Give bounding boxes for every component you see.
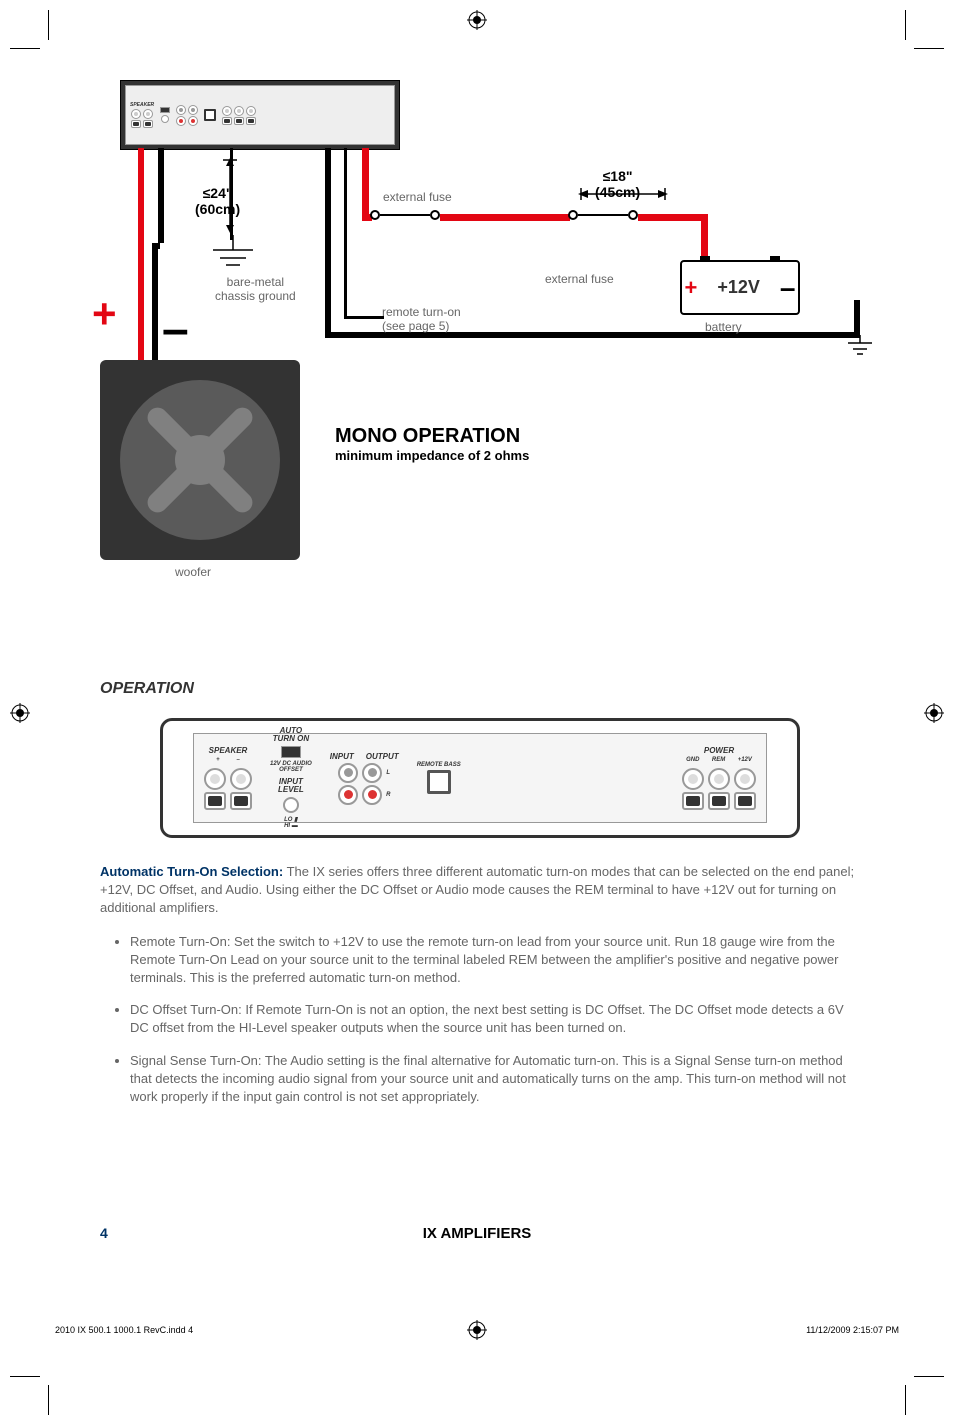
fuse-label-2: external fuse [545, 272, 614, 286]
lg-offsets-label: 12V DC AUDIO OFFSET [270, 761, 312, 773]
print-footer-left: 2010 IX 500.1 1000.1 RevC.indd 4 [55, 1325, 193, 1335]
mono-title: MONO OPERATION [335, 425, 520, 448]
crop-mark [10, 48, 40, 49]
body-text: Automatic Turn-On Selection: The IX seri… [100, 863, 860, 1106]
battery-plus-icon: + [685, 275, 698, 301]
crop-mark [905, 1385, 906, 1415]
battery-label: battery [705, 320, 742, 334]
amplifier-panel-large: SPEAKER + – AUTO TURN ON 12V DC AUDIO OF… [160, 718, 800, 838]
print-footer-right: 11/12/2009 2:15:07 PM [806, 1325, 899, 1335]
dim-18-label: ≤18"(45cm) [595, 168, 640, 200]
fuse-label-1: external fuse [383, 190, 452, 204]
battery-12v-label: +12V [717, 277, 760, 298]
lg-speaker-label: SPEAKER [209, 746, 248, 755]
battery-box: + +12V – [680, 260, 800, 315]
lg-auto-label: AUTO TURN ON [273, 727, 309, 743]
ground-symbol-icon [845, 335, 875, 360]
dim-24-label: ≤24"(60cm) [195, 185, 240, 217]
registration-mark-icon [467, 1320, 487, 1340]
lg-power-label: POWER [704, 746, 734, 755]
crop-mark [914, 1376, 944, 1377]
ground-label: bare-metal chassis ground [215, 275, 296, 303]
bullet-2: DC Offset Turn-On: If Remote Turn-On is … [130, 1001, 860, 1037]
mono-subtitle: minimum impedance of 2 ohms [335, 448, 529, 463]
lg-input-label: INPUT [330, 752, 354, 761]
ground-symbol-icon [208, 235, 258, 275]
woofer-box [100, 360, 300, 560]
minus-icon: – [162, 318, 189, 342]
section-header: OPERATION [100, 680, 860, 698]
registration-mark-icon [467, 10, 487, 30]
wiring-diagram: SPEAKER [100, 80, 860, 570]
switch-icon [281, 746, 301, 758]
fuse-icon [370, 210, 440, 220]
registration-mark-icon [10, 703, 30, 723]
fuse-icon [568, 210, 638, 220]
bullet-3: Signal Sense Turn-On: The Audio setting … [130, 1052, 860, 1107]
plus-icon: + [92, 290, 117, 338]
bullet-1: Remote Turn-On: Set the switch to +12V t… [130, 933, 860, 988]
knob-icon [283, 797, 299, 813]
amplifier-panel-small: SPEAKER [120, 80, 400, 150]
intro-bold: Automatic Turn-On Selection: [100, 864, 283, 879]
lg-remotebass-label: REMOTE BASS [417, 762, 461, 768]
crop-mark [48, 10, 49, 40]
crop-mark [914, 48, 944, 49]
rj-port-icon [427, 770, 451, 794]
lg-inputlevel-label: INPUT LEVEL [278, 778, 304, 794]
label-speaker: SPEAKER [130, 102, 154, 108]
footer-title: IX AMPLIFIERS [0, 1225, 954, 1242]
woofer-label: woofer [175, 565, 211, 579]
crop-mark [905, 10, 906, 40]
crop-mark [48, 1385, 49, 1415]
lg-output-label: OUTPUT [366, 752, 399, 761]
remote-label: remote turn-on (see page 5) [382, 305, 461, 333]
crop-mark [10, 1376, 40, 1377]
registration-mark-icon [924, 703, 944, 723]
